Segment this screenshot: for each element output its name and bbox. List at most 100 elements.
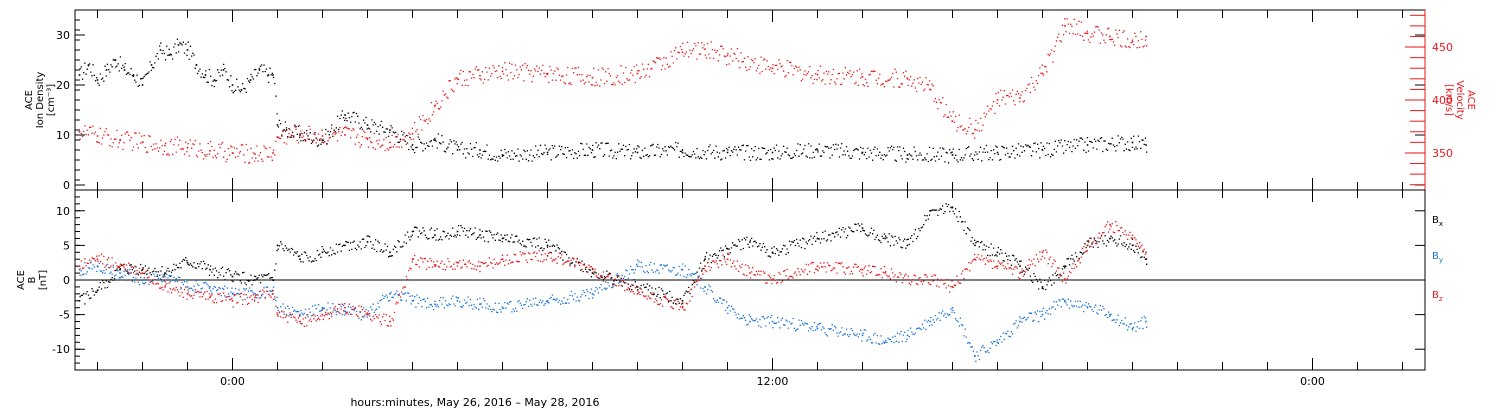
data-point <box>771 279 774 281</box>
data-point <box>321 313 324 316</box>
x-axis: 0:00 12:00 0:00 <box>220 375 1325 388</box>
data-point <box>366 241 369 243</box>
data-point <box>119 265 121 267</box>
data-point <box>636 293 639 295</box>
data-point <box>249 79 252 81</box>
data-point <box>456 78 459 80</box>
data-point <box>159 49 162 51</box>
data-point <box>1145 258 1147 261</box>
data-point <box>861 227 864 229</box>
data-point <box>906 78 909 80</box>
data-point <box>186 261 189 264</box>
data-point <box>636 151 639 154</box>
data-point <box>771 251 774 254</box>
data-point <box>299 320 301 323</box>
series-Bz <box>78 221 1148 327</box>
data-point <box>1109 223 1111 226</box>
data-point <box>78 299 81 302</box>
data-point <box>1131 141 1134 144</box>
y-tick-label: 20 <box>56 79 70 92</box>
data-point <box>501 258 504 261</box>
data-point <box>591 272 594 274</box>
right-tick-label: 450 <box>1432 41 1453 54</box>
data-point <box>321 139 324 141</box>
data-point <box>344 244 346 247</box>
data-point <box>254 279 256 281</box>
data-point <box>546 72 549 75</box>
data-point <box>1019 272 1021 274</box>
data-point <box>119 268 121 271</box>
data-point <box>861 151 864 154</box>
data-point <box>254 153 256 155</box>
data-point <box>1064 265 1066 267</box>
series-dots <box>79 203 1148 305</box>
x-tick-label: 0:00 <box>220 375 245 388</box>
data-point <box>87 64 90 66</box>
data-point <box>434 104 436 107</box>
legend-Bx: Bx <box>1432 215 1443 228</box>
data-point <box>951 154 954 156</box>
series-dots <box>79 221 1148 327</box>
data-point <box>389 293 391 295</box>
data-point <box>1131 40 1134 43</box>
data-point <box>726 54 729 57</box>
data-point <box>276 306 279 309</box>
data-point <box>1064 279 1066 281</box>
data-point <box>299 313 301 316</box>
data-point <box>141 268 144 271</box>
y-tick-label: 0 <box>63 274 70 287</box>
data-point <box>272 74 274 76</box>
data-point <box>996 151 999 154</box>
data-point <box>119 272 121 274</box>
data-point <box>366 124 369 126</box>
data-point <box>1109 237 1111 240</box>
data-point <box>411 299 414 302</box>
data-point <box>681 268 684 271</box>
data-point <box>141 279 144 281</box>
data-point <box>231 293 234 295</box>
data-point <box>177 44 180 46</box>
data-point <box>119 139 121 142</box>
data-point <box>974 128 976 131</box>
data-point <box>681 51 684 54</box>
data-point <box>546 151 549 154</box>
data-point <box>591 293 594 295</box>
series-dots <box>79 38 1148 164</box>
data-point <box>996 99 999 101</box>
legend-subscript: z <box>1439 295 1443 303</box>
data-point <box>186 286 189 288</box>
data-point <box>681 149 684 151</box>
data-point <box>1131 237 1134 240</box>
legend-subscript: x <box>1439 220 1443 228</box>
data-point <box>96 258 99 261</box>
data-point <box>231 275 234 278</box>
data-point <box>96 265 99 267</box>
legend-Bz: Bz <box>1432 290 1443 303</box>
data-point <box>546 254 549 257</box>
data-point <box>861 334 864 337</box>
y-tick-label: 0 <box>63 179 70 192</box>
data-point <box>591 76 594 79</box>
data-point <box>951 120 954 122</box>
data-point <box>501 237 504 240</box>
data-point <box>114 59 117 61</box>
data-point <box>285 129 288 131</box>
data-point <box>1109 35 1111 38</box>
data-point <box>726 151 729 154</box>
data-point <box>164 286 166 288</box>
panel-frame <box>74 9 1426 191</box>
data-point <box>479 149 481 151</box>
data-point <box>411 144 414 146</box>
data-point <box>258 69 261 71</box>
data-point <box>951 286 954 288</box>
data-point <box>749 272 751 274</box>
data-point <box>726 306 729 309</box>
data-point <box>1019 265 1021 267</box>
data-point <box>1041 313 1044 316</box>
data-point <box>389 129 391 131</box>
data-point <box>321 251 324 254</box>
data-point <box>78 265 81 267</box>
data-point <box>951 306 954 309</box>
